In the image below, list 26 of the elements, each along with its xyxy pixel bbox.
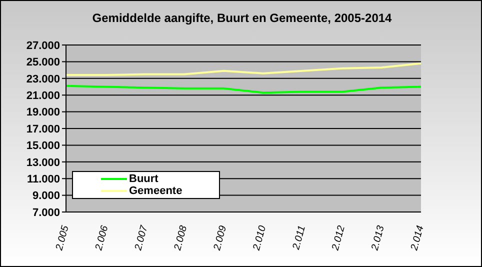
x-tick-label: 2.005 xyxy=(54,224,72,253)
y-tick-label: 27.000 xyxy=(26,40,60,52)
y-tick-label: 13.000 xyxy=(26,156,60,169)
y-tick-label: 9.000 xyxy=(32,190,60,202)
x-tick-label: 2.006 xyxy=(93,224,111,253)
y-tick-label: 15.000 xyxy=(26,140,60,152)
line-series xyxy=(65,62,422,76)
x-tick-label: 2.012 xyxy=(330,224,348,253)
legend-label: Buurt xyxy=(129,173,158,185)
line-series xyxy=(65,84,422,94)
x-tick-label: 2.007 xyxy=(132,224,150,253)
x-tick-label: 2.011 xyxy=(290,224,308,252)
y-tick-label: 7.000 xyxy=(32,206,60,219)
x-tick-label: 2.013 xyxy=(370,224,387,253)
y-tick-label: 11.000 xyxy=(26,174,60,186)
y-tick-label: 17.000 xyxy=(26,123,60,136)
legend-label: Gemeente xyxy=(129,185,182,197)
y-tick-label: 19.000 xyxy=(26,106,60,119)
x-tick-label: 2.010 xyxy=(251,224,269,253)
x-tick-label: 2.008 xyxy=(172,224,190,253)
y-tick-label: 23.000 xyxy=(26,73,60,86)
y-tick-label: 21.000 xyxy=(26,90,60,102)
x-tick-label: 2.009 xyxy=(212,224,230,253)
x-tick-label: 2.014 xyxy=(408,224,426,253)
y-tick-label: 25.000 xyxy=(26,56,60,69)
chart-title: Gemiddelde aangifte, Buurt en Gemeente, 2005-2014 xyxy=(91,11,393,25)
